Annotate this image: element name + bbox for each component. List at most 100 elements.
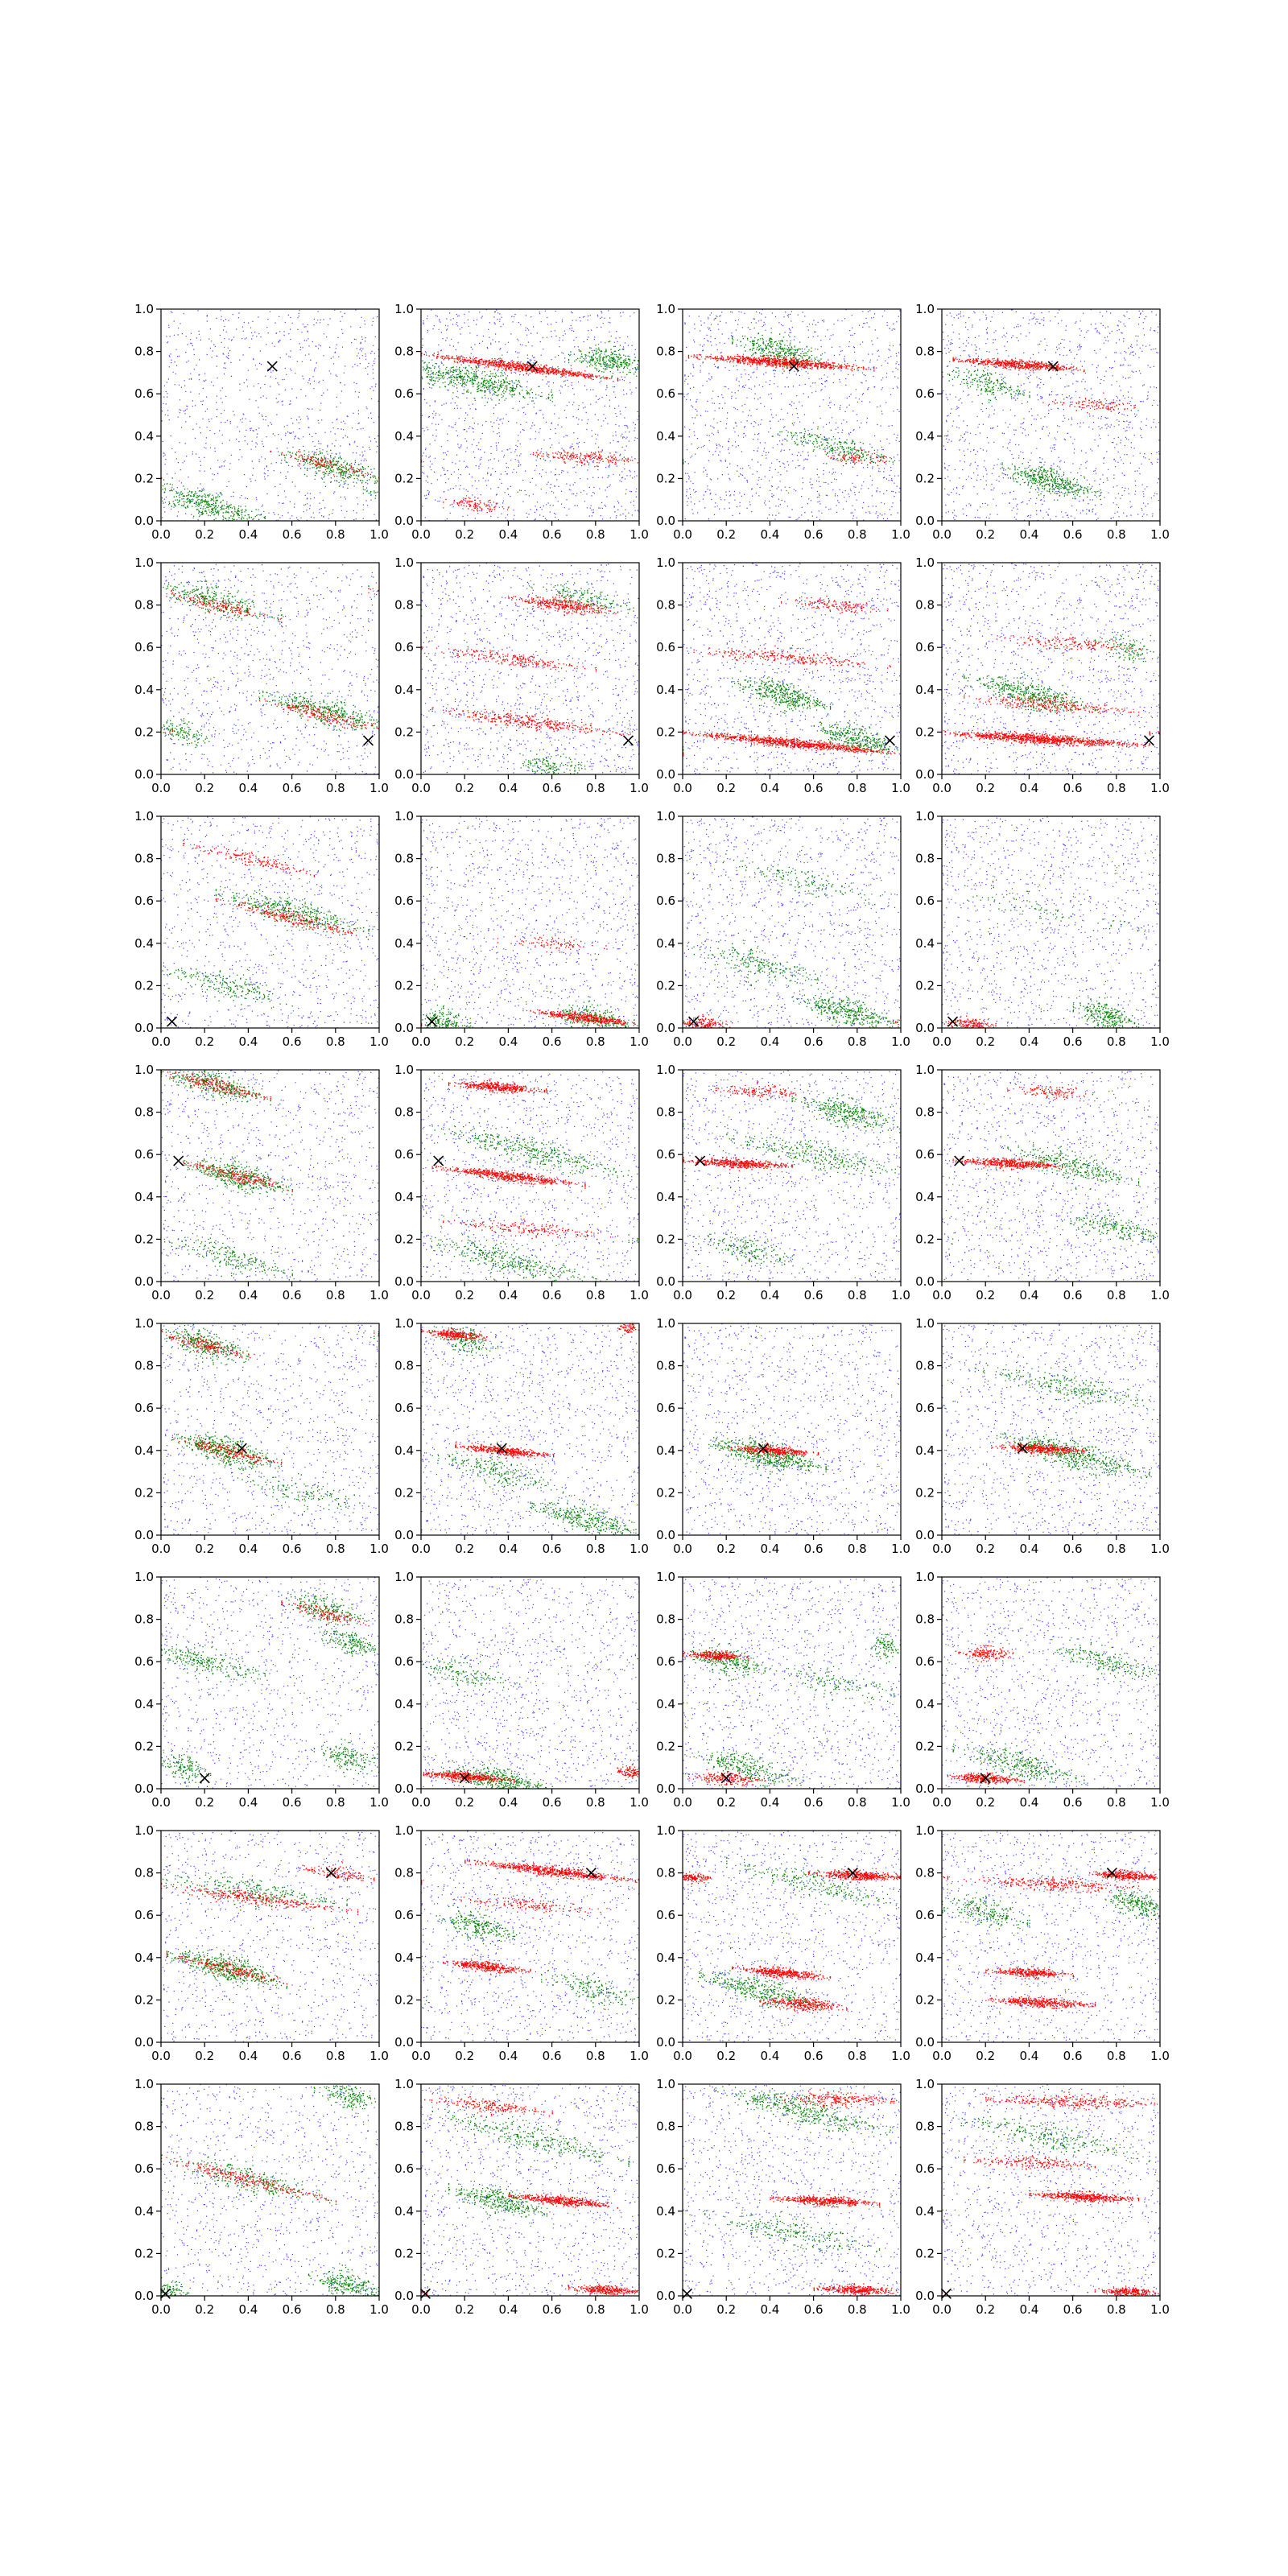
axes-frame <box>683 816 901 1028</box>
axes-frame <box>161 563 379 774</box>
class-a-points <box>943 1869 1156 2009</box>
y-tick-label: 0.6 <box>394 894 414 908</box>
y-tick-label: 0.6 <box>394 1654 414 1669</box>
y-tick-label: 0.4 <box>134 1443 154 1458</box>
x-tick-label: 0.8 <box>1107 1542 1126 1556</box>
y-tick-label: 0.0 <box>134 514 154 528</box>
y-tick-label: 0.4 <box>134 1951 154 1965</box>
x-tick-label: 0.8 <box>1107 2302 1126 2317</box>
x-tick-label: 0.0 <box>151 2049 171 2063</box>
panel-r8-c1: 0.0 0.2 0.4 0.6 0.8 1.00.00.20.40.60.81.0 <box>134 2077 389 2317</box>
panel-r4-c2: 0.0 0.2 0.4 0.6 0.8 1.00.00.20.40.60.81.0 <box>394 1063 649 1302</box>
y-tick-label: 0.4 <box>915 429 935 444</box>
class-a-points <box>683 1869 902 2014</box>
x-tick-label: 0.8 <box>586 1795 605 1810</box>
x-tick-label: 0.8 <box>586 781 605 795</box>
x-tick-label: 1.0 <box>891 2049 910 2063</box>
axes-frame <box>161 309 379 521</box>
x-tick-label: 0.4 <box>238 2302 258 2317</box>
x-tick-label: 1.0 <box>369 1542 389 1556</box>
uniform-points <box>421 563 640 774</box>
class-a-points <box>947 1645 1025 1785</box>
y-tick-label: 0.8 <box>915 345 935 359</box>
y-tick-label: 0.4 <box>134 2204 154 2219</box>
x-tick-label: 0.4 <box>760 1795 779 1810</box>
class-b-points <box>942 361 1101 501</box>
x-tick-label: 1.0 <box>369 1795 389 1810</box>
class-b-points <box>690 1629 901 1788</box>
y-tick-label: 0.6 <box>915 386 935 401</box>
y-tick-label: 0.6 <box>394 1401 414 1415</box>
x-tick-label: 0.8 <box>586 2302 605 2317</box>
y-tick-label: 0.8 <box>134 1866 154 1880</box>
axes-frame <box>942 1831 1160 2042</box>
x-tick-label: 0.0 <box>673 1795 692 1810</box>
scatter-points <box>683 1323 902 1535</box>
x-tick-label: 0.8 <box>848 781 867 795</box>
x-tick-label: 0.8 <box>326 1288 345 1302</box>
x-tick-label: 0.2 <box>455 2049 474 2063</box>
y-tick-label: 0.6 <box>134 1147 154 1162</box>
y-tick-label: 0.4 <box>134 936 154 951</box>
panel-r4-c1: 0.0 0.2 0.4 0.6 0.8 1.00.00.20.40.60.81.0 <box>134 1063 389 1302</box>
y-tick-label: 0.6 <box>134 1908 154 1922</box>
y-tick-label: 1.0 <box>394 1823 414 1838</box>
y-tick-label: 1.0 <box>915 555 935 570</box>
y-tick-label: 0.4 <box>394 683 414 697</box>
y-tick-label: 0.2 <box>915 471 935 485</box>
x-tick-label: 0.0 <box>932 1542 952 1556</box>
axes-frame <box>942 2084 1160 2296</box>
scatter-points <box>942 816 1161 1029</box>
x-tick-label: 0.4 <box>1019 781 1038 795</box>
x-tick-label: 0.0 <box>411 1795 431 1810</box>
x-tick-label: 0.4 <box>498 2302 518 2317</box>
y-tick-label: 0.0 <box>656 1528 675 1542</box>
x-tick-label: 0.4 <box>238 2049 258 2063</box>
query-marker <box>160 2289 170 2298</box>
y-tick-label: 0.4 <box>134 1697 154 1711</box>
panel-r1-c2: 0.0 0.2 0.4 0.6 0.8 1.00.00.20.40.60.81.0 <box>394 302 649 542</box>
y-tick-label: 0.2 <box>915 1485 935 1500</box>
x-tick-label: 0.6 <box>283 1034 302 1049</box>
class-b-points <box>161 1070 293 1281</box>
uniform-points <box>161 1323 380 1536</box>
y-tick-label: 0.8 <box>394 1866 414 1880</box>
x-tick-label: 0.8 <box>326 1034 345 1049</box>
x-tick-label: 0.2 <box>976 781 995 795</box>
x-tick-label: 0.6 <box>543 1795 562 1810</box>
query-marker <box>167 1017 177 1026</box>
x-tick-label: 1.0 <box>1150 1542 1170 1556</box>
axes-frame <box>683 309 901 521</box>
class-b-points <box>422 1656 640 1790</box>
scatter-points <box>421 1071 640 1283</box>
x-tick-label: 0.4 <box>760 781 779 795</box>
y-tick-label: 1.0 <box>394 1570 414 1584</box>
uniform-points <box>683 816 902 1029</box>
y-tick-label: 0.4 <box>394 936 414 951</box>
y-tick-label: 0.0 <box>134 767 154 782</box>
y-tick-label: 0.8 <box>134 1359 154 1373</box>
y-tick-label: 0.2 <box>915 1739 935 1753</box>
x-tick-label: 0.8 <box>1107 781 1126 795</box>
y-tick-label: 0.6 <box>656 386 675 401</box>
y-tick-label: 0.0 <box>394 1021 414 1035</box>
x-tick-label: 0.6 <box>804 1795 824 1810</box>
y-tick-label: 0.6 <box>656 1654 675 1669</box>
scatter-points <box>421 1577 640 1790</box>
y-tick-label: 0.2 <box>394 978 414 993</box>
uniform-points <box>683 1831 902 2043</box>
x-tick-label: 1.0 <box>1150 1795 1170 1810</box>
class-b-points <box>421 581 634 775</box>
class-a-points <box>161 2157 336 2205</box>
y-tick-label: 0.8 <box>656 1612 675 1627</box>
y-tick-label: 0.4 <box>656 429 675 444</box>
x-tick-label: 0.0 <box>932 2049 952 2063</box>
y-tick-label: 0.8 <box>394 1612 414 1627</box>
y-tick-label: 0.6 <box>394 1908 414 1922</box>
y-tick-label: 0.8 <box>394 345 414 359</box>
class-a-points <box>421 1860 639 1975</box>
x-tick-label: 0.2 <box>455 781 474 795</box>
y-tick-label: 0.2 <box>394 724 414 739</box>
y-tick-label: 0.8 <box>915 1612 935 1627</box>
x-tick-label: 0.6 <box>804 2302 824 2317</box>
